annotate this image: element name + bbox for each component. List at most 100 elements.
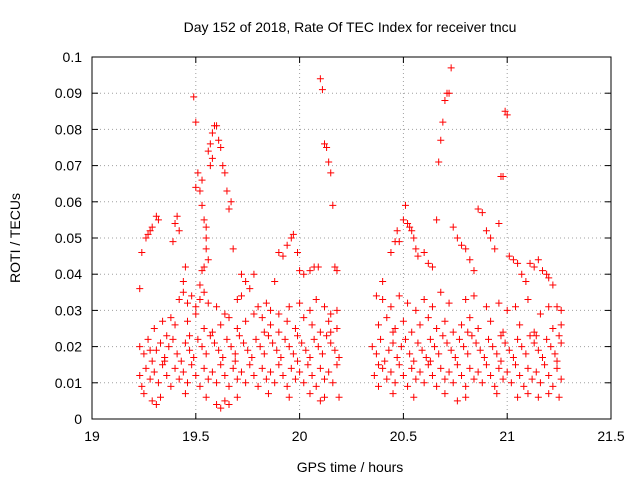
data-point	[518, 343, 526, 351]
data-point	[466, 256, 474, 264]
data-point	[181, 390, 189, 398]
data-point	[445, 299, 453, 307]
data-point	[142, 234, 150, 242]
data-point	[306, 353, 314, 361]
data-point	[221, 397, 229, 405]
y-tick-label: 0.07	[55, 158, 82, 174]
data-point	[460, 343, 468, 351]
data-point	[321, 140, 329, 148]
data-point	[333, 361, 341, 369]
data-point	[213, 379, 221, 387]
data-point	[557, 321, 565, 329]
data-point	[516, 372, 524, 380]
data-point	[254, 303, 262, 311]
data-point	[179, 368, 187, 376]
data-point	[159, 317, 167, 325]
y-tick-label: 0.01	[55, 375, 82, 391]
data-point	[433, 382, 441, 390]
data-point	[404, 299, 412, 307]
data-point	[231, 357, 239, 365]
data-point	[443, 339, 451, 347]
data-point	[231, 350, 239, 358]
data-point	[503, 111, 511, 119]
data-point	[385, 346, 393, 354]
data-point	[283, 317, 291, 325]
data-point	[202, 234, 210, 242]
data-point	[420, 296, 428, 304]
data-point	[161, 357, 169, 365]
data-point	[333, 325, 341, 332]
data-point	[507, 379, 515, 387]
data-point	[316, 364, 324, 372]
data-point	[399, 317, 407, 325]
data-point	[242, 277, 250, 285]
data-point	[283, 241, 291, 249]
data-point	[406, 350, 414, 358]
data-point	[316, 397, 324, 405]
data-point	[555, 332, 563, 340]
data-point	[208, 154, 216, 162]
data-point	[404, 382, 412, 390]
data-point	[229, 364, 237, 372]
x-tick-label: 19	[84, 428, 100, 444]
data-point	[451, 353, 459, 361]
data-point	[154, 216, 162, 224]
data-point	[294, 332, 302, 340]
data-point	[534, 346, 542, 354]
data-point	[482, 227, 490, 235]
data-point	[514, 393, 522, 401]
data-point	[150, 325, 158, 332]
data-point	[285, 343, 293, 351]
data-point	[318, 86, 326, 94]
data-point	[287, 364, 295, 372]
data-point	[258, 314, 266, 322]
data-point	[468, 332, 476, 340]
data-point	[146, 227, 154, 235]
data-point	[181, 339, 189, 347]
data-point	[202, 245, 210, 253]
data-point	[447, 346, 455, 354]
data-point	[464, 350, 472, 358]
data-point	[401, 201, 409, 209]
data-point	[283, 382, 291, 390]
data-point	[327, 339, 335, 347]
data-point	[165, 343, 173, 351]
data-point	[188, 361, 196, 369]
data-point	[329, 201, 337, 209]
data-point	[437, 288, 445, 296]
data-point	[557, 306, 565, 314]
data-point	[522, 277, 530, 285]
data-point	[308, 321, 316, 329]
data-point	[441, 390, 449, 398]
data-point	[169, 335, 177, 343]
y-tick-label: 0.1	[63, 49, 83, 65]
data-point	[254, 382, 262, 390]
data-point	[387, 368, 395, 376]
data-point	[323, 332, 331, 340]
data-point	[294, 248, 302, 256]
data-point	[453, 234, 461, 242]
data-point	[455, 335, 463, 343]
data-point	[435, 350, 443, 358]
data-point	[225, 401, 233, 409]
data-point	[267, 321, 275, 329]
data-point	[514, 259, 522, 267]
data-point	[304, 361, 312, 369]
data-point	[474, 205, 482, 213]
data-point	[217, 361, 225, 369]
data-point	[416, 321, 424, 329]
data-point	[285, 303, 293, 311]
data-point	[536, 379, 544, 387]
data-point	[509, 256, 517, 264]
data-point	[300, 270, 308, 278]
data-point	[196, 382, 204, 390]
data-point	[204, 256, 212, 264]
data-point	[314, 343, 322, 351]
data-point	[192, 118, 200, 126]
data-point	[190, 93, 198, 101]
data-point	[194, 169, 202, 177]
data-point	[501, 339, 509, 347]
data-point	[391, 379, 399, 387]
data-point	[300, 379, 308, 387]
